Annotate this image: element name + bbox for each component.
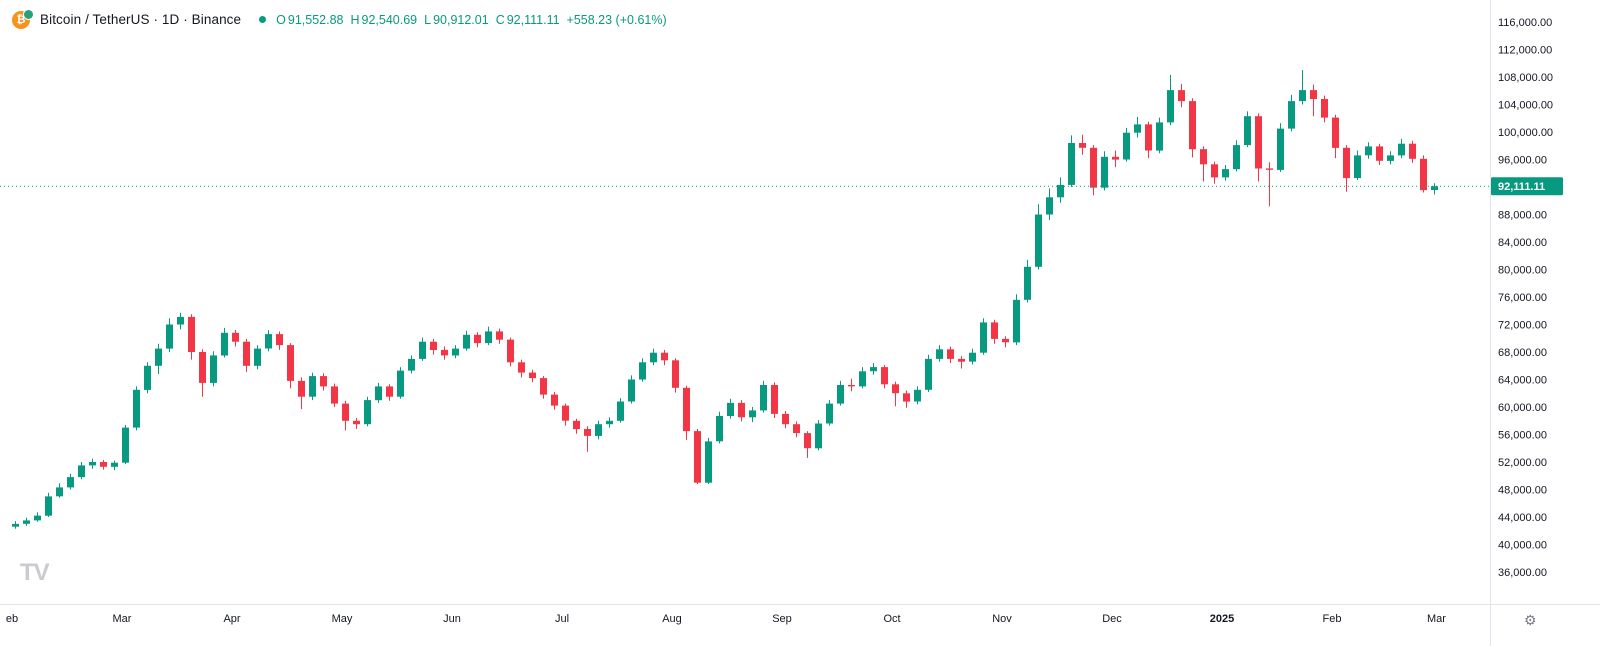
svg-text:Aug: Aug <box>662 613 682 625</box>
open-label: O <box>276 12 286 27</box>
svg-text:112,000.00: 112,000.00 <box>1498 45 1552 57</box>
svg-text:Mar: Mar <box>1427 613 1446 625</box>
time-axis-scale[interactable]: eb Mar Apr May Jun Jul Aug Sep Oct Nov Dec 2025 Feb M… <box>6 613 1446 625</box>
open-value: 91,552.88 <box>287 12 344 27</box>
svg-text:80,000.00: 80,000.00 <box>1498 265 1547 277</box>
svg-text:⚙: ⚙ <box>1524 612 1537 628</box>
svg-text:84,000.00: 84,000.00 <box>1498 237 1547 249</box>
close-label: C <box>495 12 505 27</box>
svg-text:96,000.00: 96,000.00 <box>1498 155 1547 167</box>
svg-text:76,000.00: 76,000.00 <box>1498 292 1547 304</box>
svg-text:May: May <box>332 613 353 625</box>
svg-text:104,000.00: 104,000.00 <box>1498 100 1553 112</box>
bitcoin-tether-pair-icon: ₿ <box>12 9 34 29</box>
svg-text:88,000.00: 88,000.00 <box>1498 210 1547 222</box>
svg-text:100,000.00: 100,000.00 <box>1498 127 1553 139</box>
low-label: L <box>424 12 432 27</box>
svg-text:Mar: Mar <box>113 613 132 625</box>
high-label: H <box>350 12 360 27</box>
svg-text:64,000.00: 64,000.00 <box>1498 375 1547 387</box>
tradingview-watermark[interactable]: TV <box>20 559 51 586</box>
change-value: +558.23 (+0.61%) <box>566 12 667 27</box>
tether-badge-icon <box>23 9 34 20</box>
close-value: 92,111.11 <box>506 12 560 27</box>
svg-text:48,000.00: 48,000.00 <box>1498 485 1547 497</box>
settings-gear-icon[interactable]: ⚙ <box>1524 612 1537 628</box>
last-price-tag: 92,111.11 <box>1491 177 1563 196</box>
svg-text:Oct: Oct <box>883 613 900 625</box>
chart-legend: ₿ Bitcoin / TetherUS · 1D · Binance O 91… <box>12 9 674 29</box>
svg-text:Apr: Apr <box>223 613 240 625</box>
svg-text:Nov: Nov <box>992 613 1012 625</box>
svg-text:eb: eb <box>6 613 18 625</box>
svg-text:108,000.00: 108,000.00 <box>1498 72 1553 84</box>
candles-layer[interactable] <box>12 70 1438 529</box>
low-value: 90,912.01 <box>433 12 489 27</box>
svg-text:Dec: Dec <box>1102 613 1122 625</box>
svg-text:TV: TV <box>20 559 50 586</box>
svg-text:116,000.00: 116,000.00 <box>1498 17 1552 29</box>
svg-text:Sep: Sep <box>772 613 792 625</box>
svg-text:Jun: Jun <box>443 613 461 625</box>
svg-text:36,000.00: 36,000.00 <box>1498 567 1547 579</box>
ohlc-row: O 91,552.88 H 92,540.69 L 90,912.01 C 92… <box>276 13 673 27</box>
high-value: 92,540.69 <box>361 12 418 27</box>
svg-text:56,000.00: 56,000.00 <box>1498 430 1547 442</box>
svg-text:40,000.00: 40,000.00 <box>1498 540 1547 552</box>
svg-text:92,111.11: 92,111.11 <box>1498 181 1545 193</box>
svg-text:Jul: Jul <box>555 613 569 625</box>
svg-text:68,000.00: 68,000.00 <box>1498 347 1547 359</box>
svg-text:60,000.00: 60,000.00 <box>1498 402 1547 414</box>
svg-text:Feb: Feb <box>1323 613 1342 625</box>
svg-text:2025: 2025 <box>1210 613 1234 625</box>
svg-text:52,000.00: 52,000.00 <box>1498 457 1547 469</box>
svg-text:72,000.00: 72,000.00 <box>1498 320 1547 332</box>
symbol-title[interactable]: Bitcoin / TetherUS · 1D · Binance <box>40 12 242 27</box>
price-axis-scale[interactable]: 116,000.00 112,000.00 108,000.00 104,000.00… <box>1498 17 1553 579</box>
svg-text:44,000.00: 44,000.00 <box>1498 512 1547 524</box>
series-status-dot <box>259 16 267 23</box>
